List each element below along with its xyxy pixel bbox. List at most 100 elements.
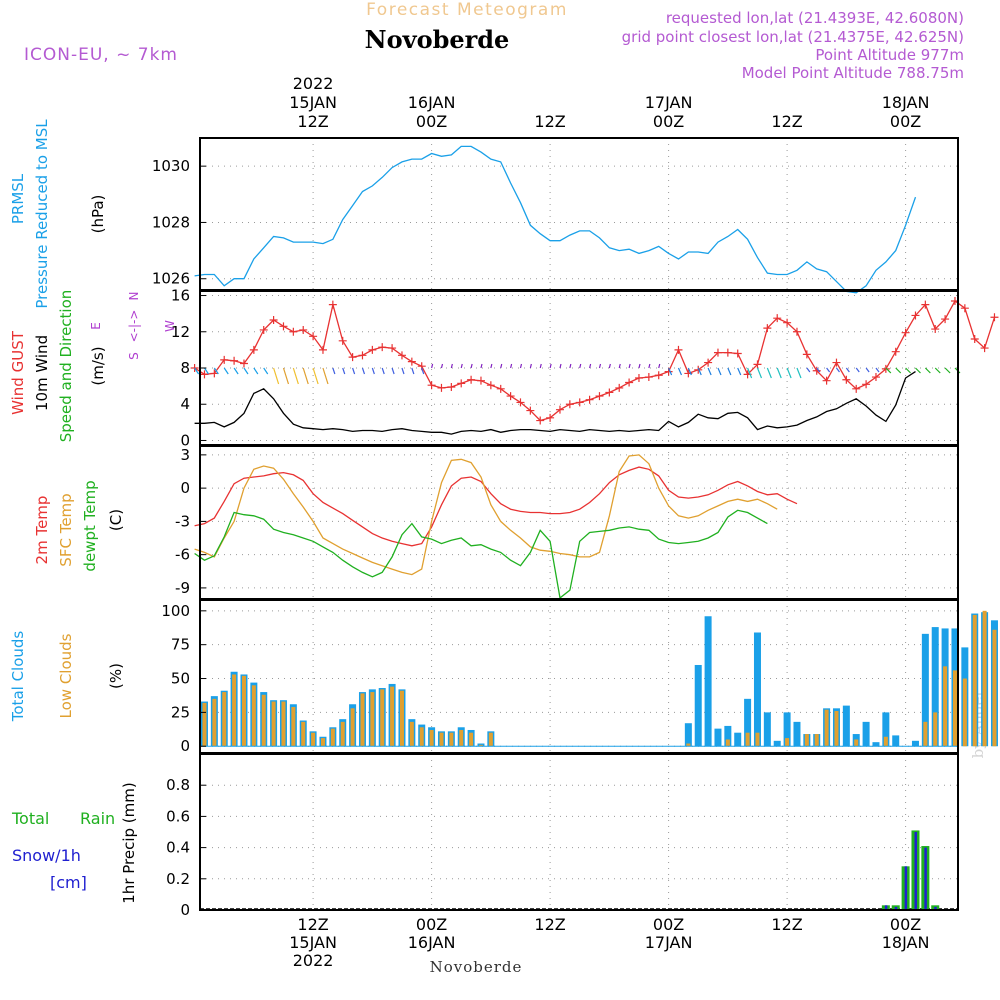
wind-arrow: [500, 363, 503, 369]
gust-marker: [615, 383, 624, 392]
wind-arrow: [549, 363, 552, 369]
wind-arrow: [421, 367, 425, 375]
compass-e: E: [89, 322, 103, 330]
low-cloud-bar: [755, 732, 760, 747]
gust-marker: [704, 358, 713, 367]
location-title: Novoberde: [365, 25, 510, 54]
gust-marker: [407, 357, 416, 366]
y-tick-label: 0.6: [166, 807, 190, 825]
wind-arrow: [608, 363, 611, 369]
y-tick-label: -3: [175, 512, 190, 530]
gust-marker: [467, 375, 476, 384]
gust-marker: [921, 300, 930, 309]
p2-label-wind: 10m Wind: [33, 335, 51, 411]
low-cloud-bar: [962, 678, 967, 747]
y-tick-label: 25: [171, 703, 190, 721]
low-cloud-bar: [439, 732, 444, 747]
wind-arrow: [895, 367, 902, 374]
gust-marker: [447, 383, 456, 392]
p2-label-unit: (m/s): [89, 346, 107, 385]
gust-marker: [822, 376, 831, 385]
total-cloud-bar: [911, 740, 919, 747]
low-cloud-bar: [291, 706, 296, 747]
gust-marker: [230, 356, 239, 365]
low-cloud-bar: [943, 666, 948, 747]
p1-label-pressure: Pressure Reduced to MSL: [33, 119, 51, 309]
wind-arrow: [401, 367, 405, 375]
gust-marker: [368, 345, 377, 354]
wind-arrow: [361, 367, 366, 375]
gust-marker: [506, 392, 515, 401]
wind-arrow: [194, 367, 200, 375]
p4-label-low: Low Clouds: [57, 633, 75, 718]
wind-arrow: [559, 363, 562, 369]
y-tick-label: 16: [171, 287, 190, 305]
gust-marker: [259, 325, 268, 334]
low-cloud-bar: [814, 734, 819, 747]
gust-marker: [763, 324, 772, 333]
gust-marker: [546, 413, 555, 422]
top-time-label: 17JAN: [645, 93, 693, 112]
panel-frame: [199, 137, 959, 291]
y-tick-label: 0.2: [166, 870, 190, 888]
low-cloud-bar: [340, 721, 345, 747]
total-cloud-bar: [744, 698, 752, 747]
low-cloud-bar: [952, 670, 957, 747]
gust-marker: [694, 365, 703, 374]
low-cloud-bar: [271, 701, 276, 747]
bottom-time-label: 00Z: [890, 915, 921, 934]
wind-arrow: [687, 367, 692, 376]
gust-marker: [328, 300, 337, 309]
bottom-time-label: 12Z: [297, 915, 328, 934]
gust-marker: [397, 351, 406, 360]
y-tick-label: 1028: [152, 213, 190, 231]
y-tick-label: 100: [161, 602, 190, 620]
gust-marker: [269, 315, 278, 324]
gust-marker: [279, 322, 288, 331]
gust-marker: [239, 359, 248, 368]
snow-bar: [924, 847, 927, 910]
gust-marker: [338, 336, 347, 345]
gust-marker: [713, 348, 722, 357]
snow-bar: [884, 905, 888, 910]
low-cloud-bar: [488, 732, 493, 747]
low-cloud-bar: [360, 693, 365, 747]
compass-row: <-|->: [127, 310, 141, 343]
gust-marker: [378, 343, 387, 352]
low-cloud-bar: [222, 692, 227, 747]
wind-arrow: [589, 363, 592, 369]
p2-label-gust: Wind GUST: [9, 330, 27, 415]
wind-arrow: [618, 363, 621, 369]
gust-marker: [990, 313, 999, 322]
gust-marker: [881, 364, 890, 373]
low-cloud-bar: [251, 685, 256, 747]
wind-arrow: [233, 367, 239, 375]
wind-arrow: [431, 363, 434, 369]
gust-marker: [842, 375, 851, 384]
snow-bar: [894, 906, 898, 910]
low-cloud-bar: [469, 732, 474, 747]
gust-marker: [733, 349, 742, 358]
gust-marker: [486, 381, 495, 390]
compass-rose: N <-|-> E W S: [89, 292, 177, 360]
gust-marker: [249, 345, 258, 354]
series-dewpt-temp-line: [194, 509, 768, 600]
gust-marker: [773, 314, 782, 323]
low-cloud-bar: [883, 736, 888, 747]
gust-marker: [605, 388, 614, 397]
panel4-labels: Total Clouds Low Clouds (%): [9, 631, 125, 723]
series-2m-temp-line: [194, 466, 798, 547]
wind-arrow: [658, 363, 661, 369]
wind-arrow: [677, 367, 683, 376]
y-tick-label: -9: [175, 579, 190, 597]
total-cloud-bar: [872, 742, 880, 747]
low-cloud-bar: [992, 629, 997, 747]
snow-bar: [934, 906, 937, 910]
wind-arrow: [905, 367, 912, 374]
total-cloud-bar: [793, 721, 801, 747]
total-cloud-bar: [862, 721, 870, 747]
total-cloud-bar: [773, 740, 781, 747]
top-time-label: 12Z: [771, 112, 802, 131]
low-cloud-bar: [449, 732, 454, 747]
